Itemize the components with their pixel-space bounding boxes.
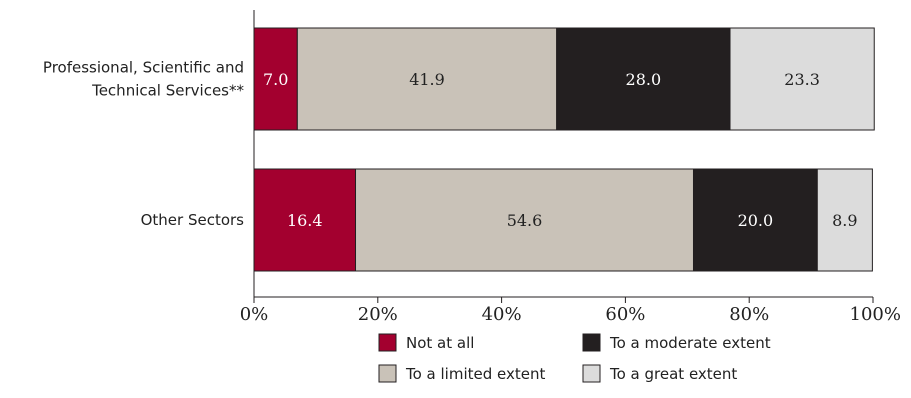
x-tick-label: 0% xyxy=(240,304,269,325)
x-tick-label: 60% xyxy=(605,304,645,325)
data-label: 28.0 xyxy=(626,70,662,89)
bar-segment xyxy=(692,168,818,272)
category-labels: Professional, Scientific and Technical Se… xyxy=(43,59,245,230)
category-label: Professional, Scientific and Technical Se… xyxy=(43,59,245,100)
legend-item: To a great extent xyxy=(582,364,737,383)
bar-segment xyxy=(729,27,875,131)
bar-segment xyxy=(296,27,558,131)
data-label: 54.6 xyxy=(507,211,543,230)
legend-label: Not at all xyxy=(406,334,474,352)
bars-layer: 7.0 41.9 28.0 23.3 16.4 54.6 20.0 8.9 xyxy=(253,27,875,272)
data-label: 8.9 xyxy=(832,211,857,230)
legend-item: Not at all xyxy=(378,333,474,352)
legend-item: To a limited extent xyxy=(378,364,545,383)
legend: Not at all To a limited extent To a modera… xyxy=(378,333,771,383)
bar-segment xyxy=(556,27,731,131)
legend-swatch xyxy=(582,333,601,352)
data-label: 41.9 xyxy=(409,70,445,89)
x-tick-label: 20% xyxy=(358,304,398,325)
legend-label: To a great extent xyxy=(609,365,737,383)
bar-segment xyxy=(253,168,357,272)
category-label: Other Sectors xyxy=(141,211,245,229)
category-label-line: Other Sectors xyxy=(141,211,245,229)
bar-segment xyxy=(816,168,873,272)
x-tick-label: 40% xyxy=(482,304,522,325)
bar-segment xyxy=(253,27,298,131)
data-label: 20.0 xyxy=(738,211,774,230)
x-tick-label: 80% xyxy=(729,304,769,325)
legend-label: To a moderate extent xyxy=(609,334,771,352)
axes-layer: 0% 20% 40% 60% 80% 100% xyxy=(240,10,901,325)
category-label-line: Technical Services** xyxy=(91,82,244,100)
legend-swatch xyxy=(378,333,397,352)
x-tick-label: 100% xyxy=(850,304,901,325)
legend-label: To a limited extent xyxy=(405,365,545,383)
bar-segment xyxy=(355,168,694,272)
category-label-line: Professional, Scientific and xyxy=(43,59,244,77)
data-label: 23.3 xyxy=(784,70,820,89)
data-label: 7.0 xyxy=(263,70,288,89)
legend-swatch xyxy=(378,364,397,383)
legend-item: To a moderate extent xyxy=(582,333,771,352)
data-label: 16.4 xyxy=(287,211,323,230)
legend-swatch xyxy=(582,364,601,383)
